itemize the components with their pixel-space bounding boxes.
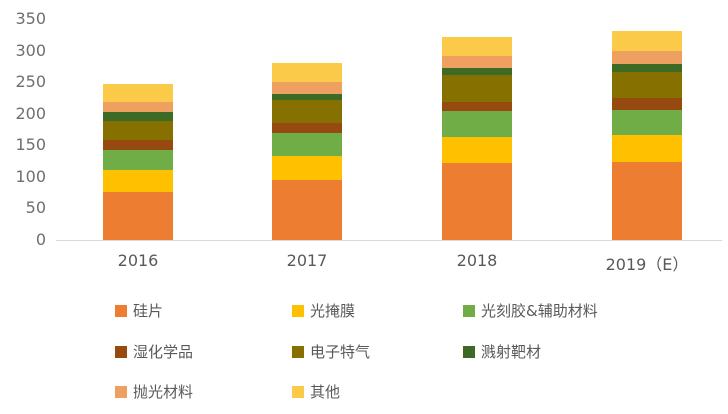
legend-swatch-icon	[292, 345, 304, 358]
bar-segment	[103, 150, 173, 170]
legend-item: 光掩膜	[292, 300, 355, 321]
bar-segment	[442, 55, 512, 69]
bar-segment	[442, 36, 512, 56]
y-axis-tick-label: 50	[25, 198, 46, 218]
legend-item: 其他	[292, 381, 340, 402]
bar-segment	[272, 82, 342, 94]
x-axis-label: 2016	[117, 251, 159, 270]
legend-swatch-icon	[292, 304, 304, 317]
bar-segment	[272, 93, 342, 100]
x-axis-label: 2018	[456, 251, 498, 270]
bar-segment	[612, 30, 682, 52]
bar-segment	[103, 101, 173, 113]
y-axis-tick-label: 150	[15, 135, 46, 155]
bar-segment	[612, 97, 682, 110]
legend-item: 湿化学品	[115, 341, 193, 362]
bar-segment	[272, 156, 342, 180]
x-axis-label: 2017	[286, 251, 328, 270]
legend-swatch-icon	[463, 304, 475, 317]
legend-item: 硅片	[115, 300, 163, 321]
bar-segment	[612, 51, 682, 65]
y-axis-tick-label: 200	[15, 103, 46, 123]
bar-segment	[103, 120, 173, 141]
legend-item: 溅射靶材	[463, 341, 541, 362]
bar-segment	[442, 74, 512, 102]
legend-label: 其他	[310, 383, 341, 401]
legend-label: 湿化学品	[133, 343, 194, 361]
y-axis-tick-label: 0	[35, 230, 46, 249]
bar-segment	[612, 162, 682, 240]
y-axis-tick-label: 100	[15, 166, 46, 186]
legend-label: 电子特气	[310, 343, 371, 361]
bar-segment	[612, 109, 682, 136]
legend-swatch-icon	[292, 385, 304, 398]
legend-label: 光刻胶&辅助材料	[481, 302, 598, 320]
y-axis-tick-label: 350	[15, 9, 46, 28]
bar-segment	[272, 63, 342, 83]
bar-segment	[442, 111, 512, 138]
bar-segment	[612, 72, 682, 98]
legend-swatch-icon	[115, 345, 127, 358]
legend-swatch-icon	[115, 304, 127, 317]
bar-segment	[272, 99, 342, 123]
bar-segment	[103, 169, 173, 192]
bar-segment	[272, 122, 342, 133]
legend-item: 光刻胶&辅助材料	[463, 300, 598, 321]
x-axis-label: 2019（E）	[605, 255, 689, 274]
bar-segment	[442, 68, 512, 75]
bar-segment	[612, 64, 682, 73]
bar-segment	[272, 132, 342, 157]
bar-segment	[442, 137, 512, 163]
legend-label: 光掩膜	[310, 302, 356, 320]
x-axis-line	[56, 240, 722, 241]
legend-swatch-icon	[463, 345, 475, 358]
legend-label: 硅片	[133, 302, 164, 320]
legend-label: 溅射靶材	[481, 343, 542, 361]
legend-swatch-icon	[115, 385, 127, 398]
bar-segment	[442, 162, 512, 240]
bar-segment	[103, 192, 173, 240]
y-axis-tick-label: 250	[15, 72, 46, 92]
legend-item: 电子特气	[292, 341, 370, 362]
bar-segment	[272, 180, 342, 240]
bar-segment	[103, 112, 173, 121]
bar-segment	[442, 101, 512, 112]
y-axis-tick-label: 300	[15, 40, 46, 60]
legend-item: 抛光材料	[115, 381, 193, 402]
bar-segment	[612, 135, 682, 163]
legend-label: 抛光材料	[133, 383, 194, 401]
bar-segment	[103, 140, 173, 151]
bar-segment	[103, 84, 173, 102]
